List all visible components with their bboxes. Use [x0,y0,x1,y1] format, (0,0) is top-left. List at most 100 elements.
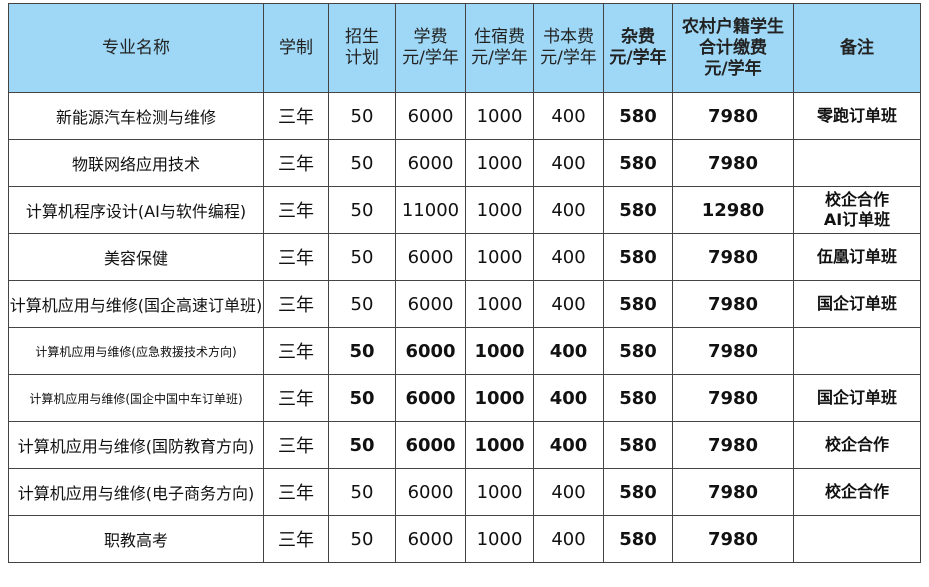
cell-misc: 580 [603,280,673,328]
header-row: 专业名称 学制 招生 计划 学费 元/学年 住宿费 元/学年 书本费 元/学年 杂费 元/学… [8,3,921,93]
table-row: 物联网络应用技术 三年 50 6000 1000 400 580 7980 [8,139,921,187]
cell-years: 三年 [263,139,329,187]
header-total: 农村户籍学生 合计缴费 元/学年 [672,3,794,93]
cell-books: 400 [533,421,604,469]
cell-total: 12980 [672,186,794,234]
cell-dorm: 1000 [465,374,534,422]
cell-misc: 580 [603,139,673,187]
cell-years: 三年 [263,233,329,281]
cell-note [793,327,921,375]
cell-books: 400 [533,515,604,563]
cell-plan: 50 [328,468,396,516]
cell-dorm: 1000 [465,515,534,563]
cell-note: 伍凰订单班 [793,233,921,281]
cell-years: 三年 [263,280,329,328]
cell-dorm: 1000 [465,139,534,187]
cell-tuition: 6000 [395,374,466,422]
header-books: 书本费 元/学年 [533,3,604,93]
cell-plan: 50 [328,139,396,187]
header-note: 备注 [793,3,921,93]
cell-years: 三年 [263,186,329,234]
cell-books: 400 [533,327,604,375]
table-body: 新能源汽车检测与维修 三年 50 6000 1000 400 580 7980 零跑订单班 物联网… [8,92,921,563]
cell-books: 400 [533,468,604,516]
header-dorm: 住宿费 元/学年 [465,3,534,93]
table-row: 新能源汽车检测与维修 三年 50 6000 1000 400 580 7980 零跑订单班 [8,92,921,140]
cell-note [793,515,921,563]
cell-plan: 50 [328,92,396,140]
cell-name: 计算机应用与维修(国企中国中车订单班) [8,374,264,422]
cell-dorm: 1000 [465,233,534,281]
cell-tuition: 6000 [395,515,466,563]
cell-misc: 580 [603,233,673,281]
table-row: 美容保健 三年 50 6000 1000 400 580 7980 伍凰订单班 [8,233,921,281]
cell-dorm: 1000 [465,186,534,234]
cell-tuition: 6000 [395,139,466,187]
cell-misc: 580 [603,186,673,234]
cell-name: 物联网络应用技术 [8,139,264,187]
header-tuition: 学费 元/学年 [395,3,466,93]
cell-books: 400 [533,186,604,234]
cell-dorm: 1000 [465,327,534,375]
cell-tuition: 6000 [395,468,466,516]
header-plan: 招生 计划 [328,3,396,93]
table-row: 职教高考 三年 50 6000 1000 400 580 7980 [8,515,921,563]
cell-note: 国企订单班 [793,374,921,422]
cell-years: 三年 [263,92,329,140]
cell-plan: 50 [328,515,396,563]
cell-name: 计算机程序设计(AI与软件编程) [8,186,264,234]
cell-total: 7980 [672,233,794,281]
cell-misc: 580 [603,515,673,563]
cell-books: 400 [533,139,604,187]
cell-total: 7980 [672,92,794,140]
cell-note: 校企合作 [793,421,921,469]
cell-name: 计算机应用与维修(电子商务方向) [8,468,264,516]
table-row: 计算机应用与维修(应急救援技术方向) 三年 50 6000 1000 400 580 7980 [8,327,921,375]
table-row: 计算机应用与维修(国防教育方向) 三年 50 6000 1000 400 580 7980 校企… [8,421,921,469]
table-row: 计算机应用与维修(电子商务方向) 三年 50 6000 1000 400 580 7980 校企… [8,468,921,516]
cell-total: 7980 [672,327,794,375]
cell-dorm: 1000 [465,421,534,469]
cell-misc: 580 [603,327,673,375]
cell-name: 新能源汽车检测与维修 [8,92,264,140]
header-years: 学制 [263,3,329,93]
table-row: 计算机程序设计(AI与软件编程) 三年 50 11000 1000 400 580 12980… [8,186,921,234]
cell-books: 400 [533,374,604,422]
cell-dorm: 1000 [465,280,534,328]
cell-tuition: 11000 [395,186,466,234]
cell-years: 三年 [263,421,329,469]
cell-tuition: 6000 [395,327,466,375]
cell-note: 校企合作 [793,468,921,516]
cell-books: 400 [533,233,604,281]
cell-misc: 580 [603,374,673,422]
cell-name: 计算机应用与维修(国企高速订单班) [8,280,264,328]
cell-years: 三年 [263,374,329,422]
cell-note: 零跑订单班 [793,92,921,140]
cell-misc: 580 [603,421,673,469]
cell-books: 400 [533,280,604,328]
header-misc: 杂费 元/学年 [603,3,673,93]
cell-tuition: 6000 [395,280,466,328]
cell-tuition: 6000 [395,92,466,140]
cell-misc: 580 [603,92,673,140]
cell-plan: 50 [328,280,396,328]
table-row: 计算机应用与维修(国企高速订单班) 三年 50 6000 1000 400 580 7980 国… [8,280,921,328]
cell-note: 校企合作 AI订单班 [793,186,921,234]
table-row: 计算机应用与维修(国企中国中车订单班) 三年 50 6000 1000 400 580 798… [8,374,921,422]
cell-total: 7980 [672,280,794,328]
cell-dorm: 1000 [465,92,534,140]
cell-years: 三年 [263,468,329,516]
cell-total: 7980 [672,374,794,422]
cell-total: 7980 [672,139,794,187]
cell-name: 计算机应用与维修(应急救援技术方向) [8,327,264,375]
fee-table: 专业名称 学制 招生 计划 学费 元/学年 住宿费 元/学年 书本费 元/学年 杂费 元/学… [8,3,921,563]
cell-plan: 50 [328,186,396,234]
cell-total: 7980 [672,515,794,563]
cell-plan: 50 [328,233,396,281]
cell-total: 7980 [672,468,794,516]
cell-note: 国企订单班 [793,280,921,328]
cell-name: 美容保健 [8,233,264,281]
cell-plan: 50 [328,327,396,375]
cell-tuition: 6000 [395,233,466,281]
cell-plan: 50 [328,421,396,469]
